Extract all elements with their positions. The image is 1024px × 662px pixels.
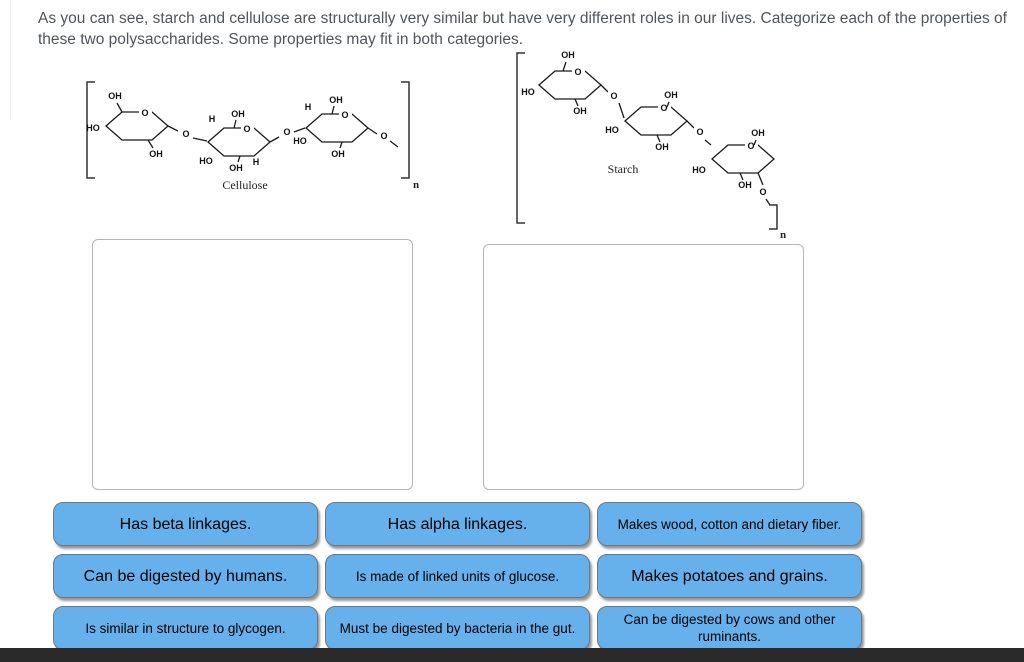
oh-label: OH — [561, 50, 575, 60]
glucose-ring: O OH HO OH — [86, 91, 169, 159]
o-label: O — [660, 103, 667, 113]
left-bracket — [516, 52, 525, 224]
o-label: O — [747, 141, 754, 151]
o-label: O — [341, 110, 348, 120]
ho-label: HO — [86, 123, 100, 133]
o-label: O — [141, 108, 148, 118]
o-label: O — [759, 187, 766, 197]
chip-digested-by-humans[interactable]: Can be digested by humans. — [53, 554, 318, 598]
o-label: O — [380, 131, 387, 141]
cellulose-label: Cellulose — [222, 178, 267, 192]
oh-label: OH — [331, 149, 345, 159]
glucose-ring: O OH HO OH — [521, 50, 602, 116]
o-label: O — [182, 129, 189, 139]
chips-bank: Has beta linkages. Has alpha linkages. M… — [53, 502, 862, 650]
glycosidic-oxygen: O — [600, 84, 625, 119]
ho-label: HO — [605, 125, 619, 135]
glucose-ring: O OH HO OH — [605, 90, 688, 152]
chip-digested-by-ruminants[interactable]: Can be digested by cows and other rumina… — [597, 606, 862, 650]
o-label: O — [283, 127, 290, 137]
h-label: H — [253, 157, 260, 167]
glucose-ring: O OH HO OH — [692, 128, 775, 190]
ho-label: HO — [293, 136, 307, 146]
instruction-text: As you can see, starch and cellulose are… — [38, 10, 1007, 48]
chip-makes-wood-cotton-fiber[interactable]: Makes wood, cotton and dietary fiber. — [597, 502, 862, 546]
chain-end-oxygen: O — [757, 172, 771, 206]
dropzone-starch[interactable] — [483, 244, 804, 490]
n-subscript: n — [780, 229, 786, 241]
glycosidic-oxygen: O — [269, 126, 306, 143]
ho-label: HO — [521, 87, 535, 97]
glycosidic-oxygen: O — [686, 120, 712, 146]
oh-label: OH — [108, 91, 122, 101]
panel-edge-sliver — [0, 0, 11, 120]
n-subscript: n — [413, 179, 419, 191]
chip-has-beta-linkages[interactable]: Has beta linkages. — [53, 502, 318, 546]
chip-digested-by-bacteria[interactable]: Must be digested by bacteria in the gut. — [325, 606, 590, 650]
glycosidic-oxygen: O — [167, 125, 208, 142]
o-label: O — [696, 127, 703, 137]
oh-label: OH — [738, 180, 752, 190]
right-bracket — [401, 81, 410, 179]
oh-label: OH — [664, 90, 678, 100]
glucose-ring: O H OH HO OH H — [199, 109, 271, 173]
starch-structure: O OH HO OH O O OH HO OH O O OH HO OH — [516, 50, 786, 241]
oh-label: OH — [149, 149, 163, 159]
glucose-ring: O H OH HO OH — [293, 95, 369, 159]
oh-label: OH — [231, 109, 245, 119]
h-label: H — [209, 114, 216, 124]
cellulose-structure: n O OH HO OH O O H OH HO OH H O O — [86, 81, 419, 192]
oh-label: OH — [329, 95, 343, 105]
ho-label: HO — [199, 156, 213, 166]
ho-label: HO — [692, 165, 706, 175]
right-bracket — [769, 204, 778, 230]
starch-label: Starch — [608, 162, 639, 176]
bottom-bar — [0, 648, 1024, 662]
left-bracket — [86, 81, 95, 179]
o-label: O — [610, 91, 617, 101]
dropzone-cellulose[interactable] — [92, 239, 413, 490]
chip-makes-potatoes-grains[interactable]: Makes potatoes and grains. — [597, 554, 862, 598]
chip-similar-to-glycogen[interactable]: Is similar in structure to glycogen. — [53, 606, 318, 650]
o-label: O — [574, 67, 581, 77]
chip-has-alpha-linkages[interactable]: Has alpha linkages. — [325, 502, 590, 546]
oh-label: OH — [751, 128, 765, 138]
chip-linked-glucose-units[interactable]: Is made of linked units of glucose. — [325, 554, 590, 598]
chain-end-oxygen: O — [367, 127, 399, 148]
oh-label: OH — [229, 163, 243, 173]
o-label: O — [243, 124, 250, 134]
oh-label: OH — [573, 106, 587, 116]
h-label: H — [305, 102, 312, 112]
oh-label: OH — [655, 142, 669, 152]
